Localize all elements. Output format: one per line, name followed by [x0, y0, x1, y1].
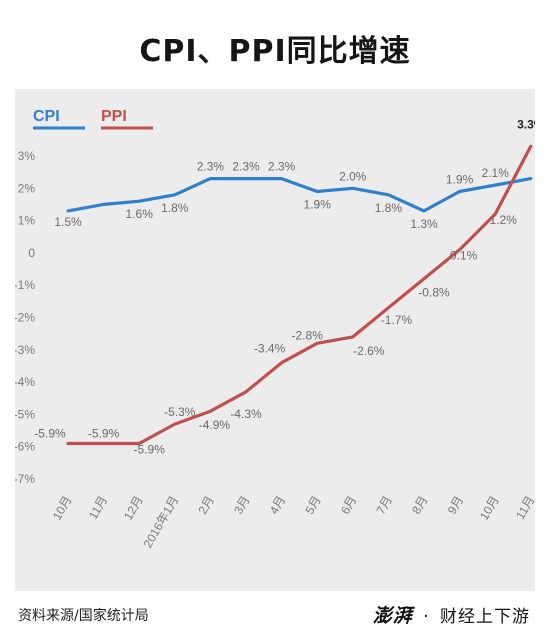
x-tick-label: 7月: [374, 494, 395, 517]
source-text: 资料来源/国家统计局: [18, 608, 149, 624]
data-label-ppi: -5.9%: [34, 426, 66, 440]
x-tick-label: 12月: [121, 494, 146, 523]
data-label-cpi: 1.3%: [410, 217, 438, 231]
y-tick-label: -3%: [15, 343, 35, 357]
data-label-cpi: 2.1%: [482, 166, 510, 180]
header: CPI、PPI同比增速: [0, 0, 550, 89]
chart-title: CPI、PPI同比增速: [139, 34, 411, 69]
x-tick-label: 10月: [50, 494, 75, 523]
x-tick-label: 5月: [302, 494, 323, 517]
data-label-cpi: 1.9%: [446, 173, 474, 187]
y-tick-label: -5%: [15, 407, 35, 421]
data-label-ppi: -2.6%: [353, 344, 385, 358]
y-tick-label: -2%: [15, 311, 35, 325]
y-tick-label: 1%: [18, 214, 36, 228]
y-tick-label: -4%: [15, 375, 35, 389]
data-label-ppi: 0.1%: [450, 249, 478, 263]
data-label-cpi: 1.6%: [126, 207, 154, 221]
data-label-cpi: 2.3%: [232, 160, 260, 174]
y-tick-label: -1%: [15, 278, 35, 292]
data-label-ppi: -1.7%: [381, 313, 413, 327]
data-label-ppi: 3.3%: [517, 117, 535, 131]
x-tick-label: 2016年1月: [141, 494, 182, 551]
y-tick-label: -7%: [15, 472, 35, 486]
x-tick-label: 11月: [86, 494, 110, 522]
y-tick-label: 0: [28, 246, 35, 260]
x-tick-label: 2月: [196, 494, 217, 517]
series-line-ppi: [66, 144, 533, 446]
y-tick-label: 3%: [18, 149, 36, 163]
brand: 澎湃 · 财经上下游: [373, 601, 530, 628]
x-tick-label: 10月: [477, 494, 502, 523]
brand-logo: 澎湃: [372, 605, 413, 627]
data-label-ppi: -3.4%: [254, 342, 286, 356]
y-tick-label: -6%: [15, 440, 35, 454]
line-chart: CPI PPI 3% 2% 1% 0 -1% -2% -3% -4% -5% -6% -7% 10月 11月…: [15, 108, 535, 551]
x-tick-label: 6月: [338, 494, 359, 517]
data-label-cpi: 1.8%: [375, 201, 403, 215]
data-label-ppi: -5.9%: [134, 442, 166, 456]
data-label-ppi: -4.9%: [199, 418, 231, 432]
footer: 资料来源/国家统计局 澎湃 · 财经上下游: [0, 591, 550, 637]
legend-cpi-label: CPI: [33, 108, 60, 125]
x-tick-label: 4月: [267, 494, 288, 517]
series-line-cpi: [66, 176, 533, 213]
data-label-ppi: 1.2%: [490, 213, 518, 227]
x-tick-label: 11月: [513, 494, 535, 522]
legend-ppi-label: PPI: [101, 108, 127, 125]
data-label-cpi: 1.5%: [54, 215, 82, 229]
data-label-ppi: -5.3%: [164, 405, 196, 419]
brand-dot: ·: [423, 607, 430, 627]
y-tick-label: 2%: [18, 181, 36, 195]
data-label-cpi: 2.3%: [197, 160, 225, 174]
data-label-cpi: 1.8%: [161, 201, 189, 215]
x-tick-label: 3月: [231, 494, 252, 517]
data-label-cpi: 2.0%: [339, 169, 367, 183]
data-label-cpi: 2.3%: [268, 160, 296, 174]
data-label-ppi: -2.8%: [292, 328, 324, 342]
data-label-ppi: -0.8%: [418, 286, 450, 300]
chart-panel: CPI PPI 3% 2% 1% 0 -1% -2% -3% -4% -5% -6% -7% 10月 11月…: [15, 89, 535, 591]
x-tick-label: 8月: [409, 494, 430, 517]
x-tick-label: 9月: [445, 494, 466, 517]
brand-tagline: 财经上下游: [440, 607, 530, 627]
data-label-cpi: 1.9%: [304, 198, 332, 212]
data-label-ppi: -4.3%: [230, 407, 262, 421]
data-label-ppi: -5.9%: [88, 426, 120, 440]
